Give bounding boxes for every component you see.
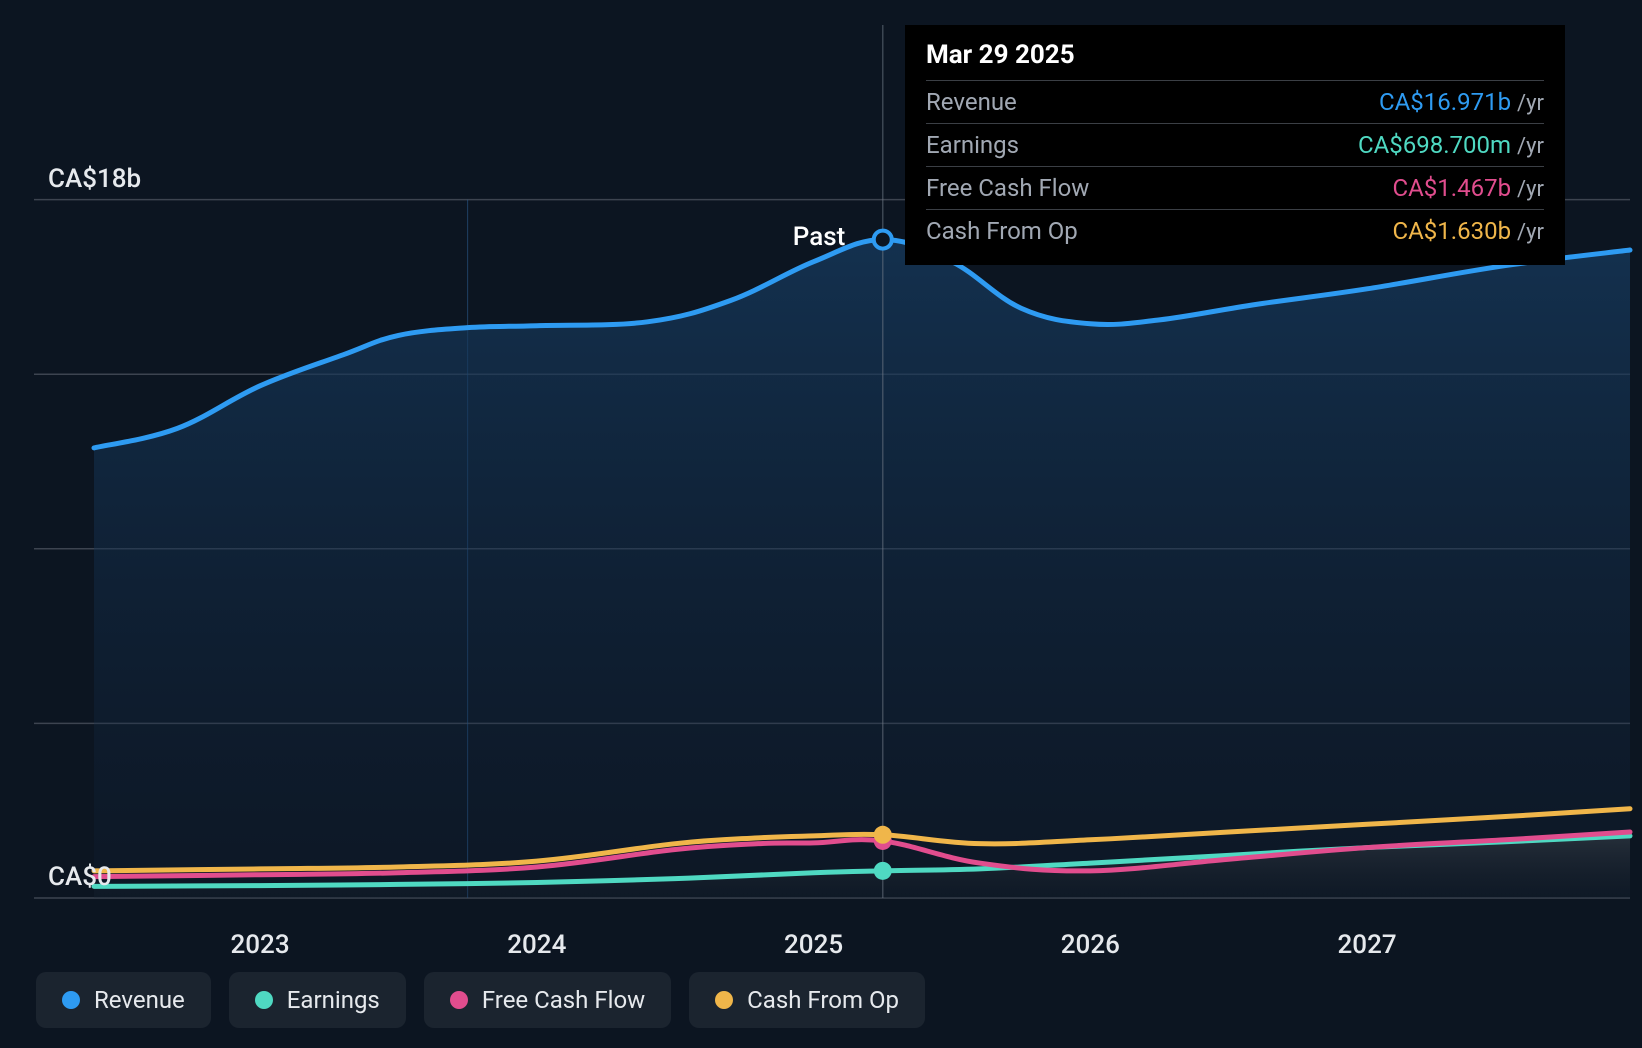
tooltip-row-unit: /yr — [1517, 91, 1544, 116]
tooltip-row-value: CA$1.467b — [1393, 174, 1512, 202]
legend-dot-icon — [715, 991, 733, 1009]
chart-tooltip: Mar 29 2025 RevenueCA$16.971b/yrEarnings… — [905, 25, 1565, 265]
area-revenue — [94, 240, 1630, 898]
x-tick-label: 2023 — [230, 930, 289, 960]
legend-label: Revenue — [94, 986, 185, 1014]
legend-dot-icon — [450, 991, 468, 1009]
tooltip-date: Mar 29 2025 — [926, 40, 1544, 70]
legend-item-free_cash_flow[interactable]: Free Cash Flow — [424, 972, 671, 1028]
legend-dot-icon — [62, 991, 80, 1009]
legend-item-earnings[interactable]: Earnings — [229, 972, 406, 1028]
tooltip-row-label: Cash From Op — [926, 210, 1215, 253]
tooltip-row-value: CA$1.630b — [1393, 217, 1512, 245]
legend-item-cash_from_op[interactable]: Cash From Op — [689, 972, 925, 1028]
legend-item-revenue[interactable]: Revenue — [36, 972, 211, 1028]
tooltip-row-label: Revenue — [926, 81, 1215, 124]
marker-earnings — [874, 862, 892, 880]
tooltip-row-revenue: Revenue CA$16.971b/yr — [926, 81, 1544, 124]
tooltip-row-label: Earnings — [926, 124, 1215, 167]
legend-label: Free Cash Flow — [482, 986, 645, 1014]
financial-chart: CA$0CA$18b 20232024202520262027 Past Ana… — [0, 0, 1642, 1048]
y-tick-label: CA$0 — [48, 862, 112, 892]
tooltip-row-unit: /yr — [1517, 220, 1544, 245]
tooltip-row-value: CA$698.700m — [1358, 131, 1511, 159]
tooltip-row-earnings: Earnings CA$698.700m/yr — [926, 124, 1544, 167]
marker-cash_from_op — [874, 826, 892, 844]
legend-label: Cash From Op — [747, 986, 899, 1014]
x-tick-label: 2026 — [1061, 930, 1120, 960]
marker-revenue — [874, 231, 892, 249]
tooltip-row-label: Free Cash Flow — [926, 167, 1215, 210]
x-tick-label: 2027 — [1338, 930, 1397, 960]
x-tick-label: 2025 — [784, 930, 843, 960]
legend-label: Earnings — [287, 986, 380, 1014]
x-tick-label: 2024 — [507, 930, 566, 960]
legend-dot-icon — [255, 991, 273, 1009]
tooltip-row-free_cash_flow: Free Cash Flow CA$1.467b/yr — [926, 167, 1544, 210]
tooltip-row-cash_from_op: Cash From Op CA$1.630b/yr — [926, 210, 1544, 253]
tooltip-row-unit: /yr — [1517, 177, 1544, 202]
chart-legend: Revenue Earnings Free Cash Flow Cash From O… — [36, 972, 925, 1028]
tooltip-row-value: CA$16.971b — [1379, 88, 1511, 116]
y-tick-label: CA$18b — [48, 164, 141, 194]
tooltip-row-unit: /yr — [1517, 134, 1544, 159]
